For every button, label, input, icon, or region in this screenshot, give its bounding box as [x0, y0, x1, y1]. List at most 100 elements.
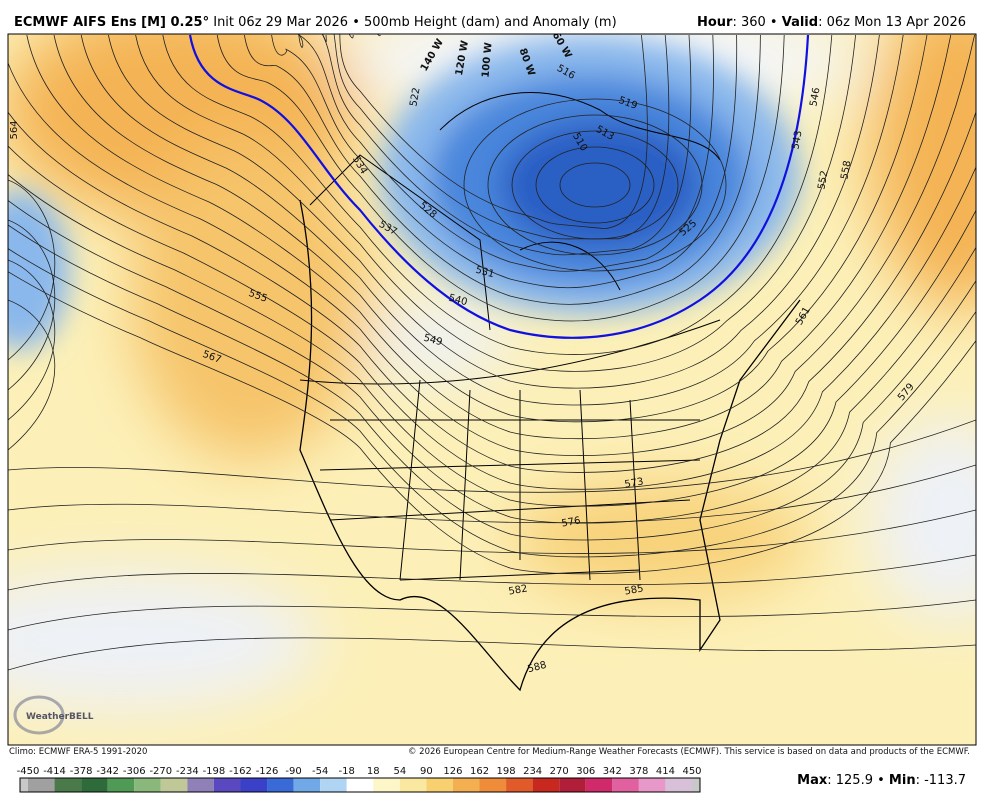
contour [296, 34, 714, 272]
text-segment: Max [797, 773, 828, 788]
colorbar-label: -306 [123, 766, 146, 777]
colorbar-label: -270 [149, 766, 172, 777]
text-segment: : -113.7 [916, 773, 966, 788]
colorbar-label: 126 [443, 766, 462, 777]
colorbar-label: -414 [43, 766, 66, 777]
copyright-note: © 2026 European Centre for Medium-Range … [408, 747, 970, 757]
text-segment: : 125.9 • [827, 773, 889, 788]
title: ECMWF AIFS Ens [M] 0.25° [14, 15, 209, 30]
contour-label: 576 [561, 515, 582, 529]
contour [511, 130, 679, 240]
colorbar-label: -18 [339, 766, 355, 777]
colorbar-label: -234 [176, 766, 199, 777]
max-min: Max: 125.9 • Min: -113.7 [797, 773, 966, 788]
colorbar-end [20, 778, 28, 792]
colorbar-label: 306 [576, 766, 595, 777]
colorbar-label: -450 [17, 766, 40, 777]
colorbar-end [692, 778, 700, 792]
contour-label: 573 [624, 476, 645, 490]
contour [8, 509, 976, 554]
longitude-label: 100 W [480, 42, 494, 78]
colorbar-label: 18 [367, 766, 380, 777]
contour [162, 34, 833, 355]
contour [8, 419, 976, 493]
colorbar-label: 378 [629, 766, 648, 777]
colorbar-swatch [479, 778, 507, 792]
contour-label: 582 [508, 583, 529, 597]
contour [8, 271, 976, 575]
colorbar-label: 90 [420, 766, 433, 777]
contour [487, 114, 703, 256]
contour [8, 219, 56, 391]
subtitle: Init 06z 29 Mar 2026 • 500mb Height (dam… [213, 15, 616, 30]
contour [108, 34, 880, 389]
contour [333, 34, 670, 240]
contour [321, 34, 692, 256]
colorbar-label: 270 [550, 766, 569, 777]
contour [8, 173, 976, 507]
contour [8, 637, 976, 671]
colorbar-swatch [187, 778, 214, 792]
colorbar-swatch [213, 778, 241, 792]
text-segment: Valid [782, 15, 818, 30]
contour [8, 145, 976, 490]
colorbar-swatch [346, 778, 374, 792]
colorbar-swatch [267, 778, 294, 792]
contour [80, 34, 904, 406]
colorbar-label: -126 [256, 766, 279, 777]
colorbar-label: -54 [312, 766, 328, 777]
contour [8, 224, 976, 541]
colorbar-swatch [399, 778, 427, 792]
colorbar-swatch [293, 778, 321, 792]
colorbar-label: -378 [70, 766, 93, 777]
climo-note: Climo: ECMWF ERA-5 1991-2020 [9, 747, 147, 757]
header-valid: Hour: 360 • Valid: 06z Mon 13 Apr 2026 [697, 15, 966, 30]
colorbar-swatch [373, 778, 400, 792]
contour [8, 599, 976, 631]
colorbar-swatch [506, 778, 533, 792]
colorbar-swatch [665, 778, 692, 792]
colorbar-label: -162 [229, 766, 252, 777]
contour [8, 34, 975, 456]
colorbar-label: 162 [470, 766, 489, 777]
colorbar-swatch [638, 778, 666, 792]
contour-label: 540 [447, 293, 468, 309]
height-contours [8, 34, 976, 671]
colorbar-swatch [240, 778, 268, 792]
contour [26, 34, 952, 440]
map-frame [7, 33, 977, 746]
colorbar-swatch [28, 778, 55, 792]
contour-label: 549 [422, 333, 443, 349]
contour-label: 585 [624, 583, 645, 597]
contour [8, 259, 56, 421]
contour [8, 199, 976, 524]
colorbar-swatch [54, 778, 82, 792]
contour-label: 546 [808, 87, 822, 108]
contour [135, 34, 856, 372]
contour [244, 34, 761, 305]
colorbar-label: -198 [203, 766, 226, 777]
colorbar-swatch [585, 778, 613, 792]
contour [8, 554, 976, 591]
contour [535, 146, 655, 224]
colorbar-label: 342 [603, 766, 622, 777]
contour-label: 522 [408, 87, 422, 108]
contour [8, 110, 976, 473]
colorbar-frame [19, 777, 701, 793]
contour [8, 179, 56, 361]
map: 5645555675345375285225315405495165195135… [8, 34, 976, 745]
contour [8, 248, 976, 558]
contour-label: 552 [816, 170, 830, 191]
colorbar-label: 234 [523, 766, 542, 777]
contour-label: 588 [526, 660, 547, 676]
colorbar-swatch [426, 778, 453, 792]
contour [463, 98, 727, 272]
contour [216, 34, 785, 322]
contour [8, 464, 976, 524]
contour [8, 299, 56, 451]
colorbar-swatch [452, 778, 480, 792]
colorbar: -450 -414 -378 -342 -306 -270 -234 -198 -162 -126… [17, 766, 702, 793]
colorbar-swatch [320, 778, 347, 792]
colorbar-label: -90 [285, 766, 301, 777]
text-segment: Hour [697, 15, 733, 30]
